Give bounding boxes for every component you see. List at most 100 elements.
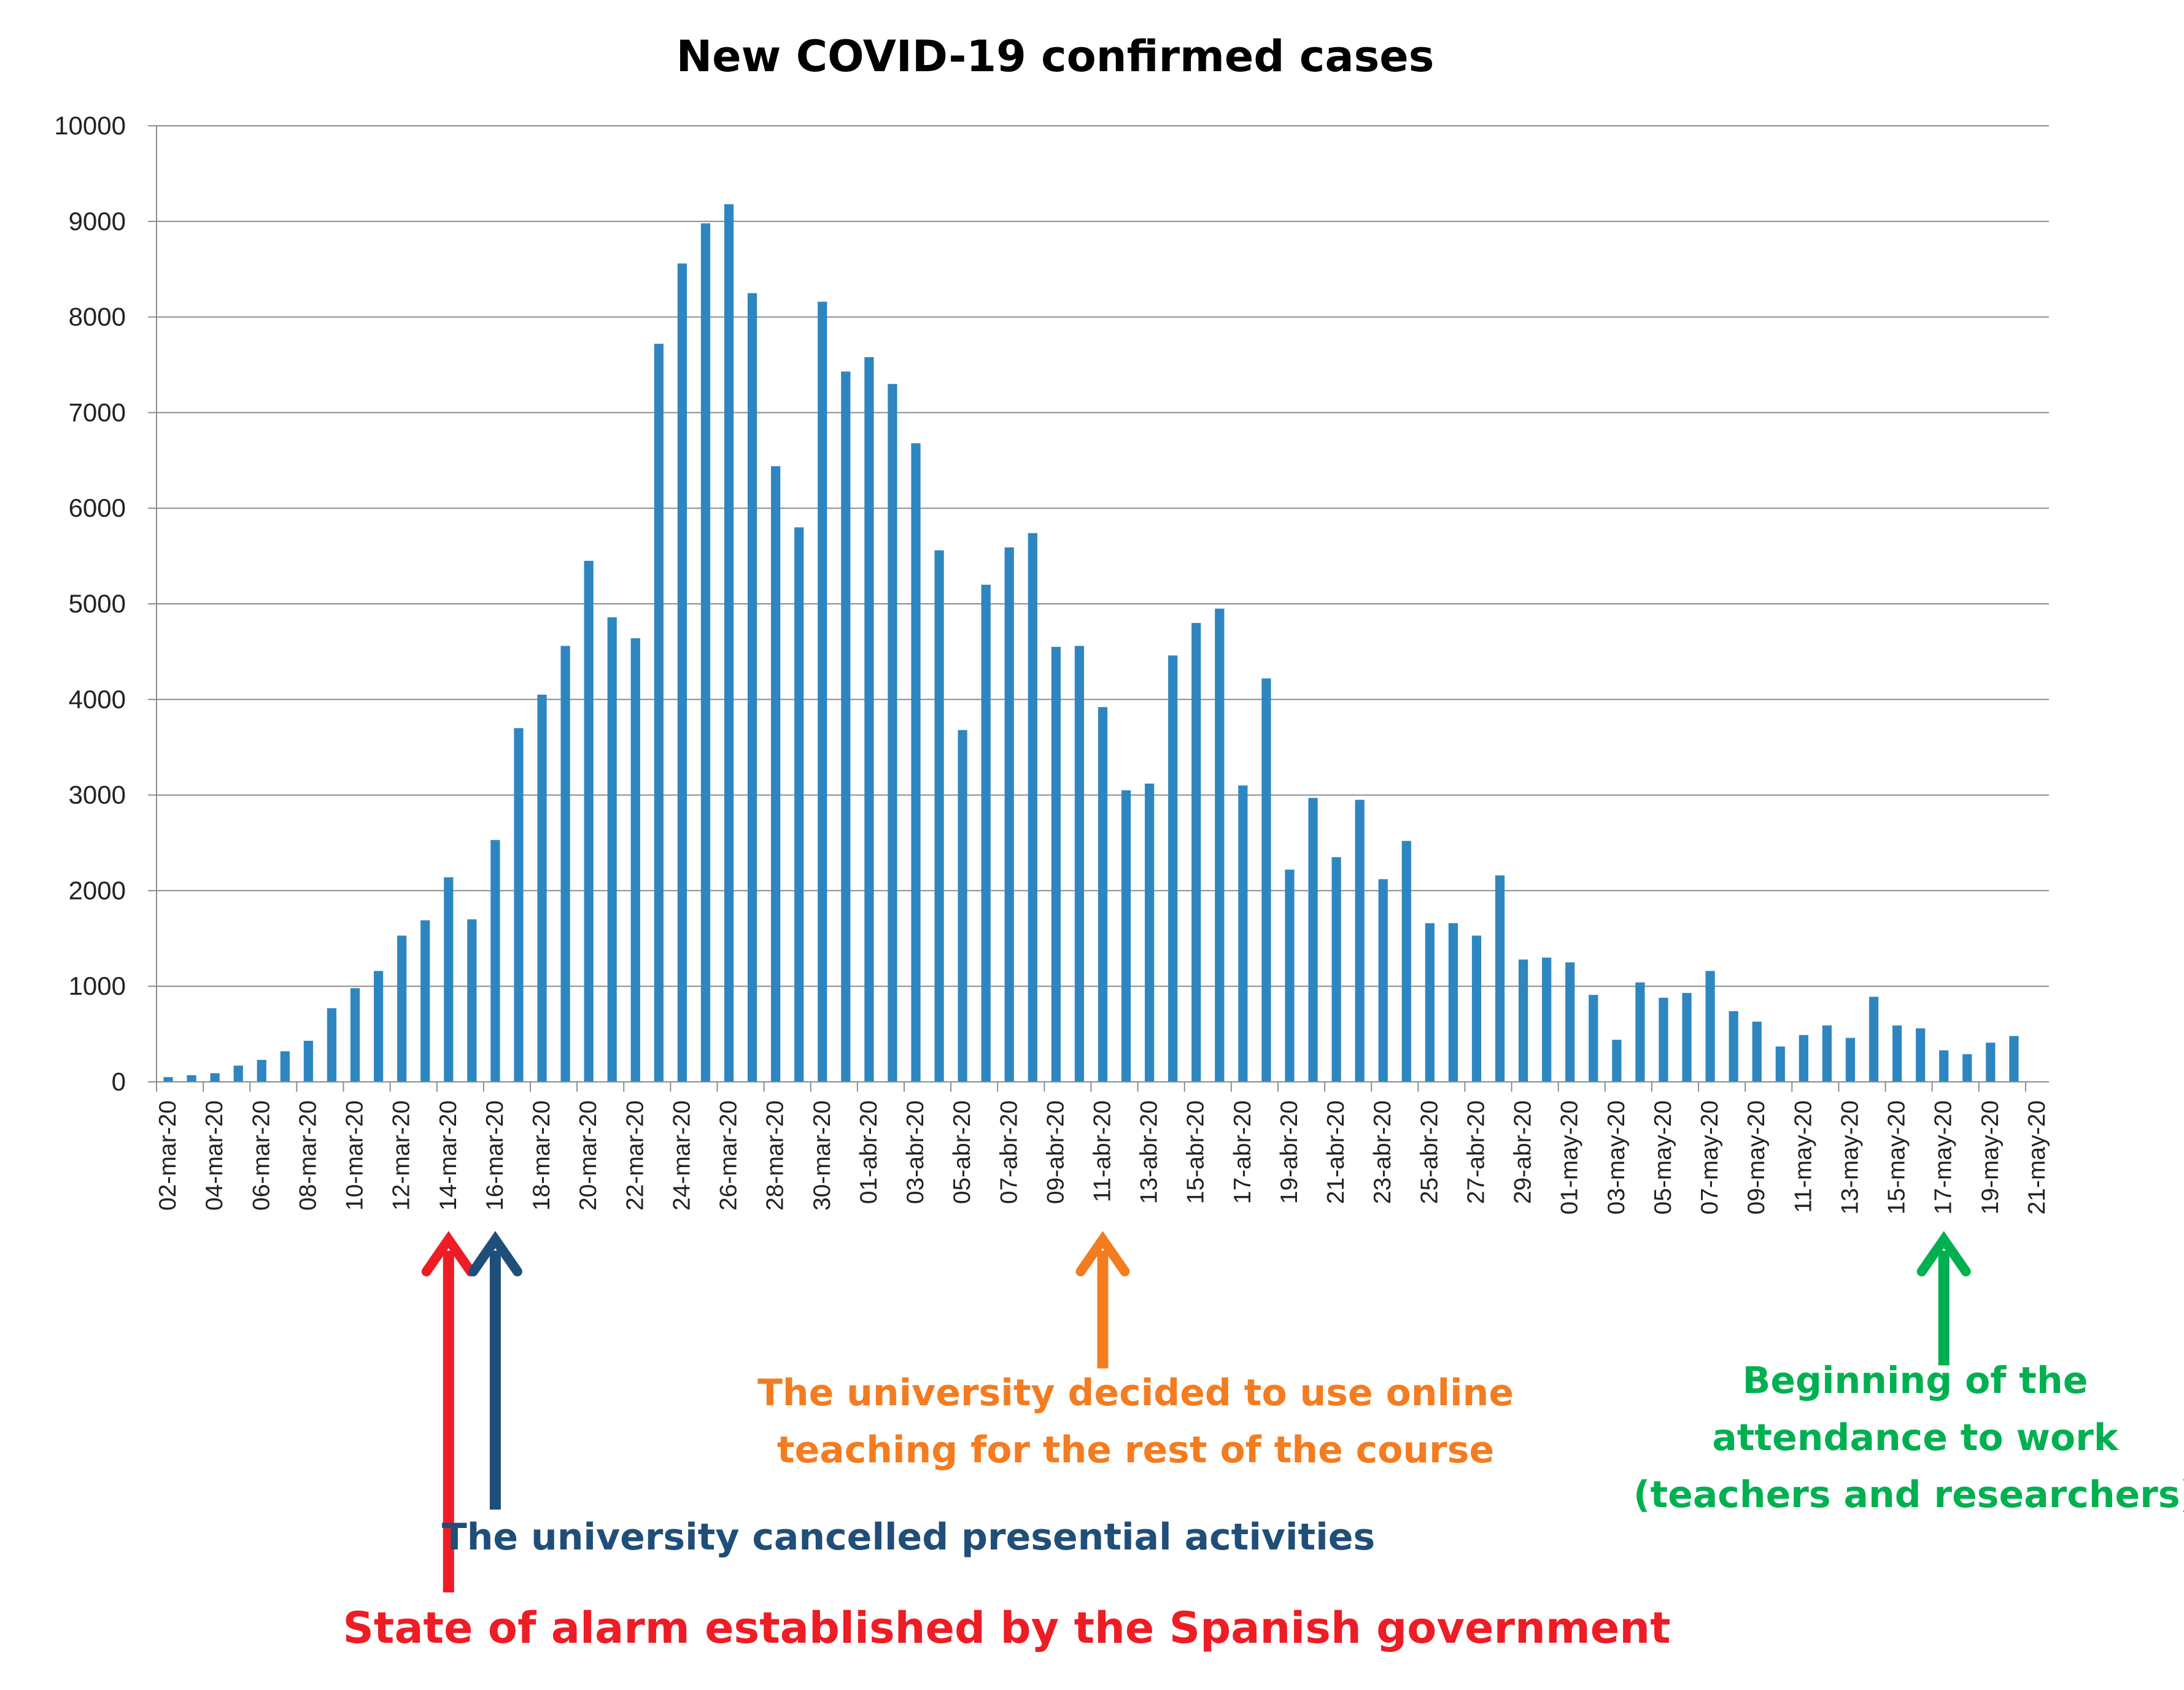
x-tick-label: 26-mar-20 (716, 1100, 742, 1211)
y-tick-label: 8000 (69, 303, 126, 331)
bar (1705, 971, 1715, 1082)
arrow-head (421, 1230, 476, 1276)
x-tick-label: 13-may-20 (1837, 1100, 1863, 1214)
bar (1518, 959, 1528, 1082)
bar (1752, 1021, 1762, 1082)
bar (700, 223, 711, 1082)
bar (1191, 623, 1201, 1082)
bar (1121, 790, 1131, 1082)
annotation-text: Beginning of the (1743, 1359, 2088, 1402)
x-tick-label: 24-mar-20 (668, 1100, 695, 1211)
x-tick-label: 03-may-20 (1603, 1100, 1630, 1214)
x-tick-label: 21-abr-20 (1323, 1100, 1349, 1204)
x-tick-label: 12-mar-20 (389, 1100, 415, 1211)
x-tick-label: 22-mar-20 (622, 1100, 648, 1211)
bar (1635, 982, 1645, 1082)
bar (1355, 800, 1365, 1082)
x-tick-label: 15-abr-20 (1183, 1100, 1209, 1204)
bar (373, 971, 384, 1082)
annotation-attendance: Beginning of the attendance to work (teach… (1633, 1230, 2184, 1516)
arrow-head (468, 1230, 522, 1276)
x-tick-label: 06-mar-20 (248, 1100, 274, 1211)
bar (327, 1008, 337, 1082)
annotation-text: The university cancelled presential acti… (442, 1516, 1375, 1559)
arrow-head (1075, 1230, 1130, 1276)
bar (864, 357, 874, 1082)
bar (958, 730, 967, 1082)
x-tick-label: 28-mar-20 (762, 1100, 789, 1211)
y-tick-label: 6000 (69, 493, 126, 522)
y-tick-label: 2000 (69, 876, 126, 905)
y-tick-label: 7000 (69, 398, 126, 426)
annotation-text: (teachers and researchers) (1633, 1473, 2184, 1516)
y-tick-label: 0 (112, 1067, 126, 1096)
bar (841, 371, 851, 1082)
bar (233, 1065, 243, 1082)
x-tick-label: 25-abr-20 (1416, 1100, 1442, 1204)
x-tick-label: 05-abr-20 (949, 1100, 975, 1204)
bar (1775, 1046, 1785, 1082)
x-tick-label: 11-abr-20 (1090, 1100, 1116, 1202)
bar (1682, 993, 1692, 1082)
x-tick-label: 05-may-20 (1650, 1100, 1676, 1214)
y-tick-label: 3000 (69, 781, 126, 809)
x-tick-label: 15-may-20 (1884, 1100, 1910, 1214)
bar (514, 728, 524, 1082)
annotation-text: attendance to work (1712, 1416, 2120, 1459)
bar (888, 384, 897, 1082)
bar (1425, 923, 1435, 1082)
bar (467, 919, 477, 1082)
x-tick-label: 19-abr-20 (1276, 1100, 1303, 1204)
x-tick-label: 13-abr-20 (1136, 1100, 1163, 1204)
bar (1028, 533, 1037, 1082)
x-tick-label: 30-mar-20 (809, 1100, 835, 1211)
x-tick-label: 27-abr-20 (1463, 1100, 1489, 1204)
x-tick-label: 04-mar-20 (201, 1100, 228, 1211)
bar (1261, 678, 1271, 1082)
bar (420, 920, 430, 1082)
annotation-text: State of alarm established by the Spanis… (343, 1603, 1670, 1653)
bar (1471, 935, 1482, 1082)
bar (1659, 997, 1668, 1082)
x-tick-label: 11-may-20 (1790, 1100, 1816, 1213)
y-tick-label: 1000 (69, 971, 126, 1000)
bar (1565, 962, 1575, 1082)
bar (794, 527, 804, 1082)
bar (1145, 783, 1155, 1082)
x-tick-label: 21-may-20 (2024, 1100, 2050, 1214)
bar (163, 1077, 173, 1082)
bar (1285, 870, 1295, 1082)
bar (1168, 655, 1178, 1082)
bar (1448, 923, 1458, 1082)
x-tick-label: 08-mar-20 (295, 1100, 321, 1211)
bar (1986, 1043, 1996, 1082)
bar (1215, 608, 1225, 1082)
bar (1939, 1050, 1949, 1082)
bar (677, 263, 687, 1082)
bar (1822, 1025, 1832, 1082)
bar (1401, 841, 1411, 1082)
bars (163, 204, 2019, 1082)
bar (560, 646, 570, 1082)
bar (1098, 707, 1108, 1082)
y-axis-ticks: 0 1000 2000 3000 4000 5000 6000 7000 8000 9000 100… (54, 111, 157, 1096)
x-tick-label: 01-may-20 (1557, 1100, 1583, 1214)
bar (1004, 547, 1014, 1082)
chart-title: New COVID-19 confirmed cases (676, 31, 1435, 82)
bar (303, 1041, 314, 1082)
x-tick-label: 14-mar-20 (435, 1100, 462, 1211)
axes (156, 126, 2049, 1082)
bar (934, 550, 944, 1082)
bar (537, 695, 547, 1082)
x-axis-ticks: 02-mar-20 04-mar-20 06-mar-20 08-mar-20 10-m… (155, 1082, 2050, 1214)
x-tick-label: 09-abr-20 (1042, 1100, 1069, 1204)
bar (257, 1060, 266, 1082)
x-tick-label: 01-abr-20 (856, 1100, 882, 1204)
bar (187, 1075, 196, 1082)
x-tick-label: 16-mar-20 (482, 1100, 508, 1211)
annotation-online: The university decided to use online teac… (757, 1230, 1514, 1472)
bar (747, 293, 757, 1082)
bar (1378, 879, 1388, 1082)
x-tick-label: 09-may-20 (1743, 1100, 1770, 1214)
bar (1542, 957, 1552, 1082)
